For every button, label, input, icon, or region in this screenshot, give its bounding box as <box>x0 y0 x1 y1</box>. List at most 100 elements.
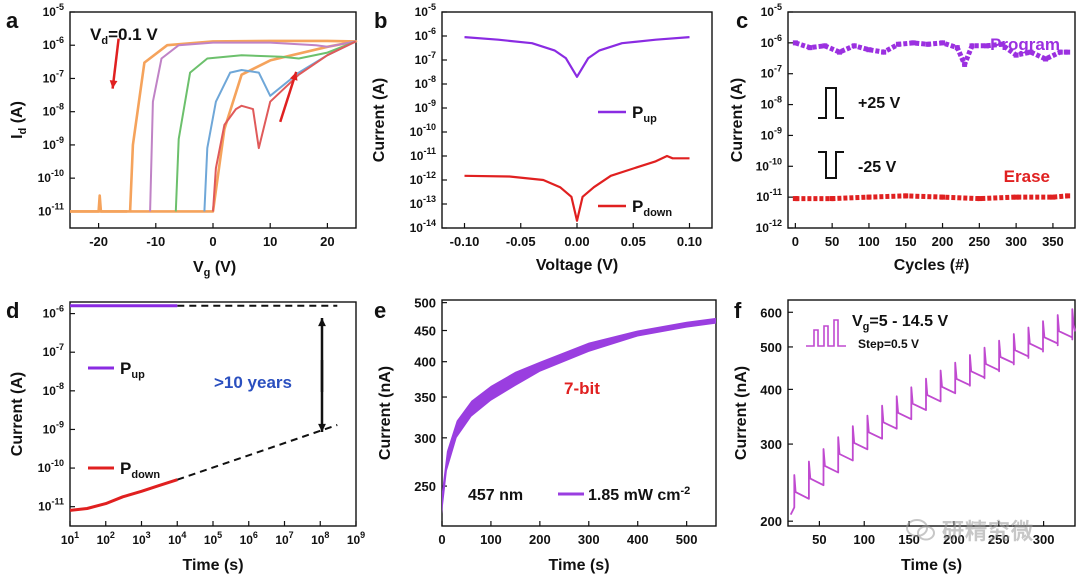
panel-b-ytick-exp: -14 <box>423 218 436 228</box>
panel-d-legend-label-0-part: up <box>131 369 145 381</box>
panel-b-ytick-label: 10-10 <box>410 122 436 139</box>
panel-f-annotation: Vg=5 - 14.5 V <box>852 313 948 333</box>
panel-b-ytick-base: 10 <box>410 125 424 139</box>
panel-d-ytick-label: 10-11 <box>38 497 64 514</box>
panel-f-ytick-label: 600 <box>760 305 782 320</box>
panel-b-ytick-base: 10 <box>415 101 429 115</box>
panel-b-ytick-base: 10 <box>415 5 429 19</box>
panel-c-pulse-down <box>818 151 844 179</box>
panel-c-ytick-base: 10 <box>761 36 775 50</box>
panel-a-arrow-0-shaft <box>111 38 120 89</box>
panel-d-xtick-base: 10 <box>168 533 182 547</box>
panel-f-frame <box>787 299 1076 527</box>
panel-b-xtick-label: 0.00 <box>564 234 589 249</box>
panel-e-xtick-label: 100 <box>480 532 502 547</box>
panel-e-ytick-label: 400 <box>414 355 436 370</box>
panel-e-ytick-label: 500 <box>414 296 436 311</box>
panel-d-ytick-label: 10-9 <box>43 419 64 436</box>
panel-d-xtick-base: 10 <box>132 533 146 547</box>
panel-b-ytick-exp: -11 <box>423 146 436 156</box>
panel-b-legend-label-1-part: P <box>632 197 643 216</box>
panel-c-ytick-label: 10-7 <box>761 64 782 81</box>
panel-a-ylabel-part: (A) <box>9 101 26 128</box>
panel-c-ytick-exp: -6 <box>774 33 782 43</box>
panel-a-arrow-1-shaft <box>279 71 298 123</box>
panel-e-ytick-label: 300 <box>414 431 436 446</box>
panel-a-ytick-exp: -5 <box>56 2 64 12</box>
panel-b-ylabel: Current (A) <box>371 78 388 162</box>
panel-a-ylabel-part: I <box>9 134 26 138</box>
panel-c-ytick-base: 10 <box>756 221 770 235</box>
panel-a-arrow-1-head <box>290 71 298 81</box>
panel-d-ytick-label: 10-7 <box>43 342 64 359</box>
panel-c-point <box>1013 194 1019 200</box>
panel-c-point <box>962 61 968 67</box>
panel-a-ytick-label: 10-9 <box>43 135 64 152</box>
panel-a-series-5 <box>70 194 128 213</box>
panel-b-legend-label-0-part: P <box>632 103 643 122</box>
panel-a-ytick-exp: -7 <box>56 68 64 78</box>
panel-c-xtick-label: 250 <box>968 234 990 249</box>
panel-b-xtick-label: 0.10 <box>677 234 702 249</box>
panel-a-xlabel-part: (V) <box>210 259 236 276</box>
panel-c-xtick-label: 100 <box>858 234 880 249</box>
panel-b-ytick-exp: -9 <box>428 98 436 108</box>
panel-d-xtick-label: 104 <box>168 530 186 547</box>
panel-b-legend-label-0-part: up <box>643 113 657 125</box>
panel-c-point <box>1043 56 1049 62</box>
panel-c-point <box>792 40 798 46</box>
panel-a-series-4 <box>212 40 357 212</box>
panel-d-ytick-exp: -11 <box>51 497 64 507</box>
panel-e-label-wavelength: 457 nm <box>468 487 523 504</box>
panel-d-xtick-exp: 1 <box>74 530 79 540</box>
panel-d-xtick-label: 103 <box>132 530 150 547</box>
panel-b-ytick-label: 10-7 <box>415 50 436 67</box>
panel-d-xtick-label: 108 <box>311 530 329 547</box>
panel-e-xtick-label: 300 <box>578 532 600 547</box>
panel-d-legend-label-0-part: P <box>120 359 131 378</box>
panel-letter-d: d <box>6 298 19 323</box>
panel-c-ytick-label: 10-5 <box>761 2 782 19</box>
panel-c-xtick-label: 0 <box>792 234 799 249</box>
panel-b-ytick-label: 10-8 <box>415 74 436 91</box>
panel-c-point <box>829 196 835 202</box>
panel-b-ytick-label: 10-13 <box>410 194 436 211</box>
panel-c-ytick-label: 10-12 <box>756 218 782 235</box>
panel-c-point <box>925 41 931 47</box>
panel-c-ylabel: Current (A) <box>729 78 746 162</box>
panel-e-ytick-label: 450 <box>414 324 436 339</box>
panel-c-point <box>1028 49 1034 55</box>
panel-e-xtick-label: 400 <box>627 532 649 547</box>
panel-f-ylabel-group: Current (nA) <box>733 366 750 460</box>
panel-c-point <box>1065 49 1071 55</box>
panel-d-arrow-up-head <box>318 318 326 327</box>
panel-letter-c: c <box>736 8 748 33</box>
panel-d-ytick-base: 10 <box>38 461 52 475</box>
panel-c-ytick-exp: -12 <box>769 218 782 228</box>
panel-d-ytick-label: 10-10 <box>38 458 64 475</box>
panel-b-ytick-base: 10 <box>410 221 424 235</box>
panel-c-point <box>940 194 946 200</box>
panel-d-series-1 <box>69 478 178 512</box>
panel-d-xtick-exp: 8 <box>324 530 329 540</box>
panel-d-xtick-base: 10 <box>347 533 361 547</box>
panel-a-arrow-0-head <box>109 80 118 89</box>
panel-b-ytick-base: 10 <box>410 197 424 211</box>
panel-c-ytick-base: 10 <box>761 5 775 19</box>
panel-c-ytick-label: 10-9 <box>761 125 782 142</box>
panel-b-ylabel-group: Current (A) <box>371 78 388 162</box>
panel-d-xtick-exp: 7 <box>289 530 294 540</box>
panel-a-ytick-label: 10-6 <box>43 35 64 52</box>
panel-d-xtick-exp: 2 <box>110 530 115 540</box>
panel-d-ytick-exp: -6 <box>56 304 64 314</box>
panel-f-xtick-label: 300 <box>1033 532 1055 547</box>
panel-b-ytick-label: 10-11 <box>410 146 436 163</box>
panel-e-legend-label-part: 1.85 mW cm <box>588 487 680 504</box>
panel-c-ytick-base: 10 <box>756 190 770 204</box>
panel-d-xtick-exp: 9 <box>360 530 365 540</box>
panel-a-series-2 <box>174 40 357 212</box>
panel-d-legend-label-1-part: P <box>120 459 131 478</box>
panel-a-series-1 <box>149 40 357 212</box>
panel-f-series <box>789 308 1076 516</box>
panel-a-ytick-base: 10 <box>38 204 52 218</box>
